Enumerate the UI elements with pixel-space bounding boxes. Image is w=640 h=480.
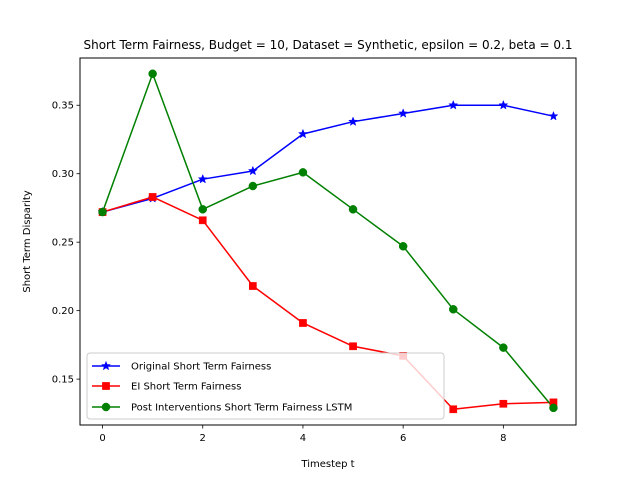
ei-series-point-1 <box>148 193 157 201</box>
original-series-point-3 <box>247 165 258 176</box>
ei-series-point-4 <box>299 319 307 327</box>
x-tick-label: 4 <box>300 433 306 444</box>
legend: Original Short Term Fairness EI Short Ter… <box>86 352 445 420</box>
y-tick-label: 0.15 <box>52 375 74 386</box>
x-tick-label: 6 <box>400 433 406 444</box>
legend-label-lstm-series: Post Interventions Short Term Fairness L… <box>131 403 352 414</box>
x-tick-label: 0 <box>99 433 105 444</box>
x-tick-label: 8 <box>500 433 506 444</box>
ei-series-point-7 <box>449 405 458 414</box>
x-tick-label: 2 <box>200 433 206 444</box>
ei-series-line <box>102 196 554 410</box>
y-axis: 0.15 0.20 0.25 0.30 0.35 <box>52 101 80 386</box>
legend-label-ei-series: EI Short Term Fairness <box>131 382 241 393</box>
ei-series-point-8 <box>499 399 508 408</box>
lstm-series-point-5 <box>348 205 358 214</box>
legend-marker-ei-series <box>102 382 110 390</box>
lstm-series-line <box>101 73 555 409</box>
chart-title: Short Term Fairness, Budget = 10, Datase… <box>83 38 572 52</box>
ei-series-point-2 <box>198 216 207 225</box>
ei-series-point-3 <box>248 282 257 290</box>
legend-label-original-series: Original Short Term Fairness <box>131 362 271 373</box>
x-axis: 0 2 4 6 8 <box>99 425 507 444</box>
y-tick-label: 0.30 <box>52 169 74 180</box>
lstm-series-point-8 <box>499 343 508 352</box>
legend-box <box>86 352 445 420</box>
y-axis-label: Short Term Disparity <box>22 190 33 292</box>
original-series-point-7 <box>448 99 459 110</box>
lstm-series-point-1 <box>148 69 157 78</box>
original-series-point-6 <box>398 108 409 118</box>
plot-frame <box>79 57 577 426</box>
lstm-series-point-0 <box>98 207 107 217</box>
lstm-series-point-4 <box>298 168 308 177</box>
plot-lines <box>101 73 555 410</box>
legend-marker-lstm-series <box>101 402 111 412</box>
y-tick-label: 0.35 <box>52 101 74 112</box>
lstm-series-point-6 <box>398 242 408 251</box>
lstm-series-point-2 <box>198 205 207 214</box>
original-series-point-4 <box>297 128 308 139</box>
original-series-line <box>102 104 554 213</box>
original-series-point-8 <box>498 99 509 110</box>
y-tick-label: 0.20 <box>52 306 74 317</box>
legend-marker-original-series <box>100 360 112 371</box>
lstm-series-point-9 <box>549 403 558 413</box>
y-tick-label: 0.25 <box>52 238 74 249</box>
lstm-series-point-7 <box>449 305 458 314</box>
original-series-point-9 <box>548 110 559 121</box>
lstm-series-point-3 <box>248 181 258 191</box>
ei-series-point-5 <box>349 342 357 351</box>
original-series-point-5 <box>348 116 359 126</box>
original-series-point-2 <box>197 173 208 184</box>
x-axis-label: Timestep t <box>300 459 354 470</box>
